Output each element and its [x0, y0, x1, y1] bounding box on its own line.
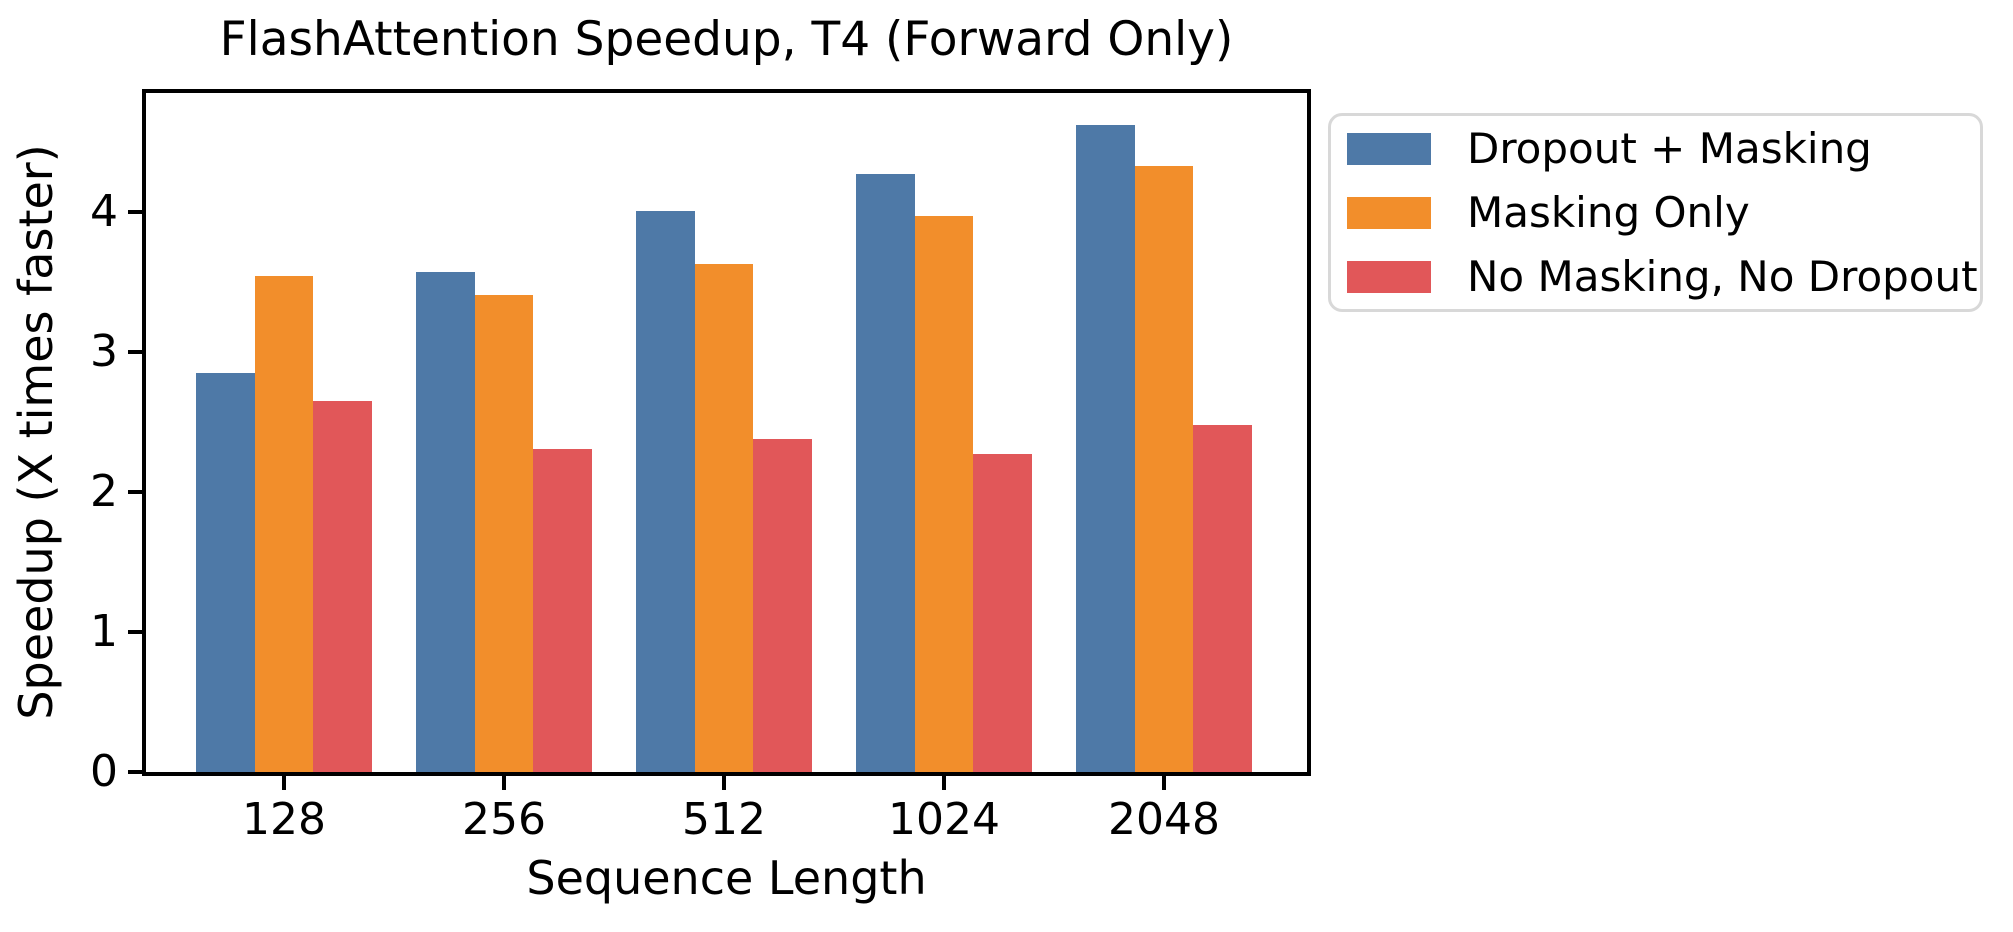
legend-item-2: No Masking, No Dropout — [1347, 245, 1980, 309]
legend-item-0: Dropout + Masking — [1347, 117, 1980, 181]
bar-1024-series0 — [856, 174, 915, 772]
bar-2048-series1 — [1134, 165, 1194, 772]
x-axis-label: Sequence Length — [526, 851, 927, 905]
bar-256-series1 — [474, 294, 534, 772]
y-tick-mark — [128, 770, 142, 774]
y-tick-mark — [128, 210, 142, 214]
y-tick-mark — [128, 350, 142, 354]
bar-128-series2 — [313, 401, 372, 772]
y-tick-mark — [128, 630, 142, 634]
x-tick-mark — [942, 776, 946, 790]
bar-256-series2 — [533, 448, 592, 772]
legend-swatch — [1347, 196, 1431, 229]
bar-1024-series1 — [914, 216, 974, 772]
x-tick-label: 2048 — [1108, 794, 1220, 845]
y-axis-label: Speedup (X times faster) — [9, 144, 63, 720]
x-tick-mark — [722, 776, 726, 790]
x-tick-mark — [1162, 776, 1166, 790]
x-tick-mark — [282, 776, 286, 790]
bar-128-series0 — [196, 373, 255, 772]
x-tick-label: 512 — [682, 794, 766, 845]
x-tick-label: 128 — [242, 794, 326, 845]
legend-swatch — [1347, 132, 1431, 165]
bar-2048-series2 — [1193, 424, 1252, 772]
legend-label: Masking Only — [1467, 187, 1750, 237]
y-tick-label: 0 — [90, 746, 118, 797]
legend-swatch — [1347, 260, 1431, 293]
bar-512-series1 — [694, 263, 754, 772]
plot-area — [146, 93, 1307, 772]
legend: Dropout + Masking Masking Only No Masking,… — [1328, 113, 1983, 312]
x-tick-label: 256 — [462, 794, 546, 845]
chart-title: FlashAttention Speedup, T4 (Forward Only… — [219, 12, 1234, 67]
y-tick-mark — [128, 490, 142, 494]
x-tick-label: 1024 — [888, 794, 1000, 845]
legend-label: No Masking, No Dropout — [1467, 251, 1978, 301]
bar-2048-series0 — [1076, 125, 1135, 772]
axes-spines — [142, 89, 1311, 776]
bar-1024-series2 — [973, 454, 1032, 772]
bar-128-series1 — [254, 276, 314, 772]
legend-label: Dropout + Masking — [1467, 123, 1872, 173]
bar-256-series0 — [416, 272, 475, 772]
legend-item-1: Masking Only — [1347, 181, 1980, 245]
bar-512-series2 — [753, 438, 812, 772]
x-tick-mark — [502, 776, 506, 790]
bar-512-series0 — [636, 210, 695, 772]
